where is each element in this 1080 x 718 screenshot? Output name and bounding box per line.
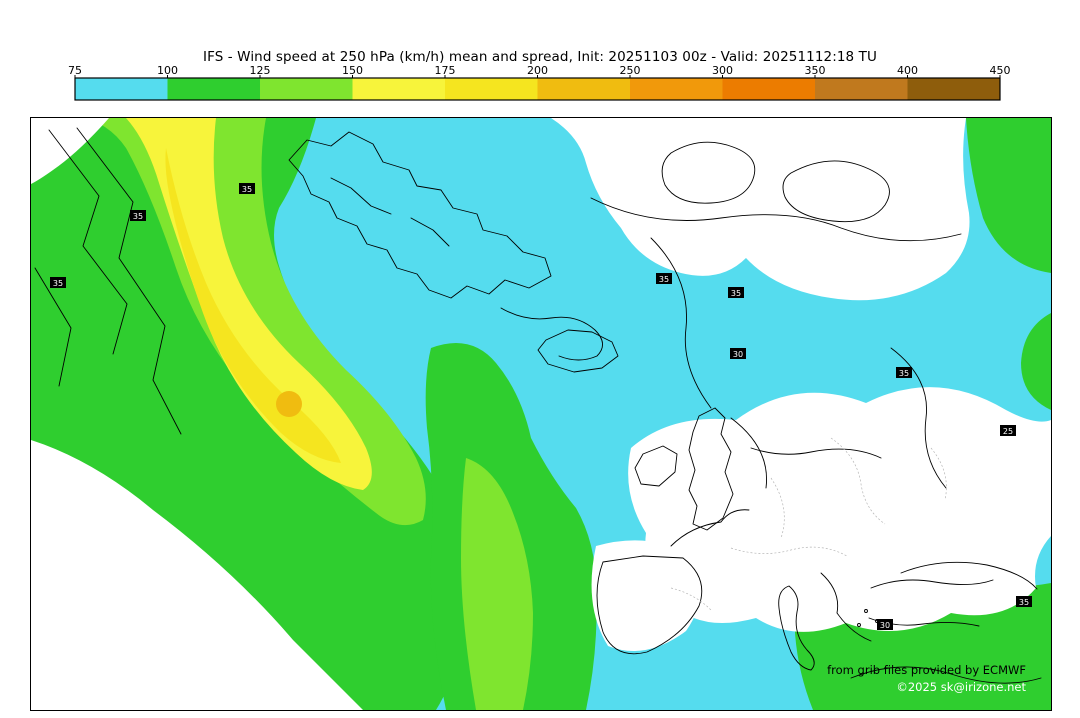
spread-contour-arctic-wavy	[590, 197, 962, 242]
fill-green-top-right	[966, 118, 1051, 273]
legend-band-0	[75, 78, 168, 100]
legend-color-bands	[74, 77, 1001, 101]
legend-band-7	[722, 78, 815, 100]
legend-tick-label-0: 75	[68, 64, 82, 77]
svg-text:25: 25	[1003, 427, 1013, 436]
fill-yellow-jet-streak	[126, 118, 372, 490]
legend-tick-label-7: 300	[712, 64, 733, 77]
fill-white-top-left	[31, 118, 109, 184]
legend-tick-label-1: 100	[157, 64, 178, 77]
color-scale-legend: 75 100 125 150 175 200 250 300 350 400 4…	[68, 64, 1011, 101]
fill-green-right-strip	[1021, 313, 1051, 410]
coast-france-channel	[670, 447, 882, 547]
legend-tick-label-6: 250	[620, 64, 641, 77]
fill-white-iberia	[591, 540, 701, 651]
contour-label: 35	[239, 183, 255, 194]
svg-text:35: 35	[242, 185, 252, 194]
coast-aegean-island-1	[864, 609, 868, 613]
spread-contour-left-1	[48, 129, 128, 355]
attribution-line-2: ©2025 sk@irizone.net	[896, 680, 1026, 694]
map-frame: 35 35 35 35 35 30 35 30 25 35	[30, 117, 1052, 711]
svg-text:35: 35	[659, 275, 669, 284]
fill-lightgreen-center	[461, 458, 533, 710]
legend-tick-label-10: 450	[990, 64, 1011, 77]
page-title: IFS - Wind speed at 250 hPa (km/h) mean …	[203, 49, 877, 65]
fill-white-bottom-left	[31, 440, 363, 710]
attribution: from grib files provided by ECMWF ©2025 …	[827, 663, 1026, 694]
legend-tick-label-8: 350	[805, 64, 826, 77]
coastlines	[34, 127, 1042, 684]
svg-text:35: 35	[133, 212, 143, 221]
coast-great-britain	[688, 407, 734, 531]
fill-white-europe	[628, 387, 1051, 632]
country-borders	[670, 437, 947, 611]
border-4	[930, 447, 947, 501]
coast-adriatic-balkans	[820, 572, 872, 642]
coast-scandinavia	[288, 131, 552, 299]
spread-contour-east	[890, 347, 947, 489]
spread-contour-left-3	[34, 267, 72, 387]
legend-band-5	[537, 78, 630, 100]
contour-label: 30	[877, 619, 893, 630]
coast-iberia	[596, 555, 703, 655]
contour-label: 35	[656, 273, 672, 284]
legend-tick-label-3: 150	[342, 64, 363, 77]
attribution-line-1: from grib files provided by ECMWF	[827, 663, 1026, 677]
border-2	[770, 477, 785, 539]
spread-contour-center	[650, 237, 712, 409]
legend-band-4	[445, 78, 538, 100]
spread-contour-left-2	[76, 127, 182, 435]
wind-speed-map: 35 35 35 35 35 30 35 30 25 35	[31, 118, 1051, 710]
fill-yellow-deep-core	[165, 148, 341, 463]
legend-band-9	[907, 78, 1000, 100]
coast-fjords	[330, 177, 450, 247]
legend-tick-label-2: 125	[250, 64, 271, 77]
coast-ireland	[634, 445, 678, 487]
legend-band-8	[815, 78, 908, 100]
spread-contour-uk	[730, 417, 767, 489]
coast-black-sea	[900, 561, 1038, 590]
fill-white-arctic	[551, 118, 970, 301]
legend-band-3	[352, 78, 445, 100]
coast-aegean-island-3	[857, 623, 861, 627]
legend-tick-label-4: 175	[435, 64, 456, 77]
border-3	[830, 437, 886, 525]
coast-baltic	[500, 307, 603, 361]
svg-text:30: 30	[733, 350, 743, 359]
legend-band-1	[167, 78, 260, 100]
legend-tick-labels: 75 100 125 150 175 200 250 300 350 400 4…	[68, 64, 1011, 77]
svg-text:35: 35	[1019, 598, 1029, 607]
coast-italy	[778, 585, 815, 671]
legend-outline	[74, 77, 1001, 101]
border-1	[730, 546, 848, 557]
svg-text:35: 35	[53, 279, 63, 288]
wind-speed-field	[31, 118, 1051, 710]
legend-band-6	[630, 78, 723, 100]
contour-label: 35	[50, 277, 66, 288]
contour-label: 25	[1000, 425, 1016, 436]
spread-contour-arctic-loop-1	[661, 141, 756, 204]
border-5	[670, 587, 712, 611]
legend-tick-label-5: 200	[527, 64, 548, 77]
svg-text:35: 35	[899, 369, 909, 378]
contour-label: 30	[730, 348, 746, 359]
contour-label: 35	[896, 367, 912, 378]
fill-gold-maximum-spot	[276, 391, 302, 417]
spread-contour-arctic-loop-2	[782, 160, 890, 223]
legend-band-2	[260, 78, 353, 100]
contour-label: 35	[130, 210, 146, 221]
contour-label: 35	[1016, 596, 1032, 607]
coast-iceland	[537, 329, 619, 373]
contour-labels: 35 35 35 35 35 30 35 30 25 35	[50, 183, 1032, 630]
spread-contour-south	[850, 666, 1042, 684]
svg-text:35: 35	[731, 289, 741, 298]
svg-text:30: 30	[880, 621, 890, 630]
legend-tick-label-9: 400	[897, 64, 918, 77]
contour-label: 35	[728, 287, 744, 298]
